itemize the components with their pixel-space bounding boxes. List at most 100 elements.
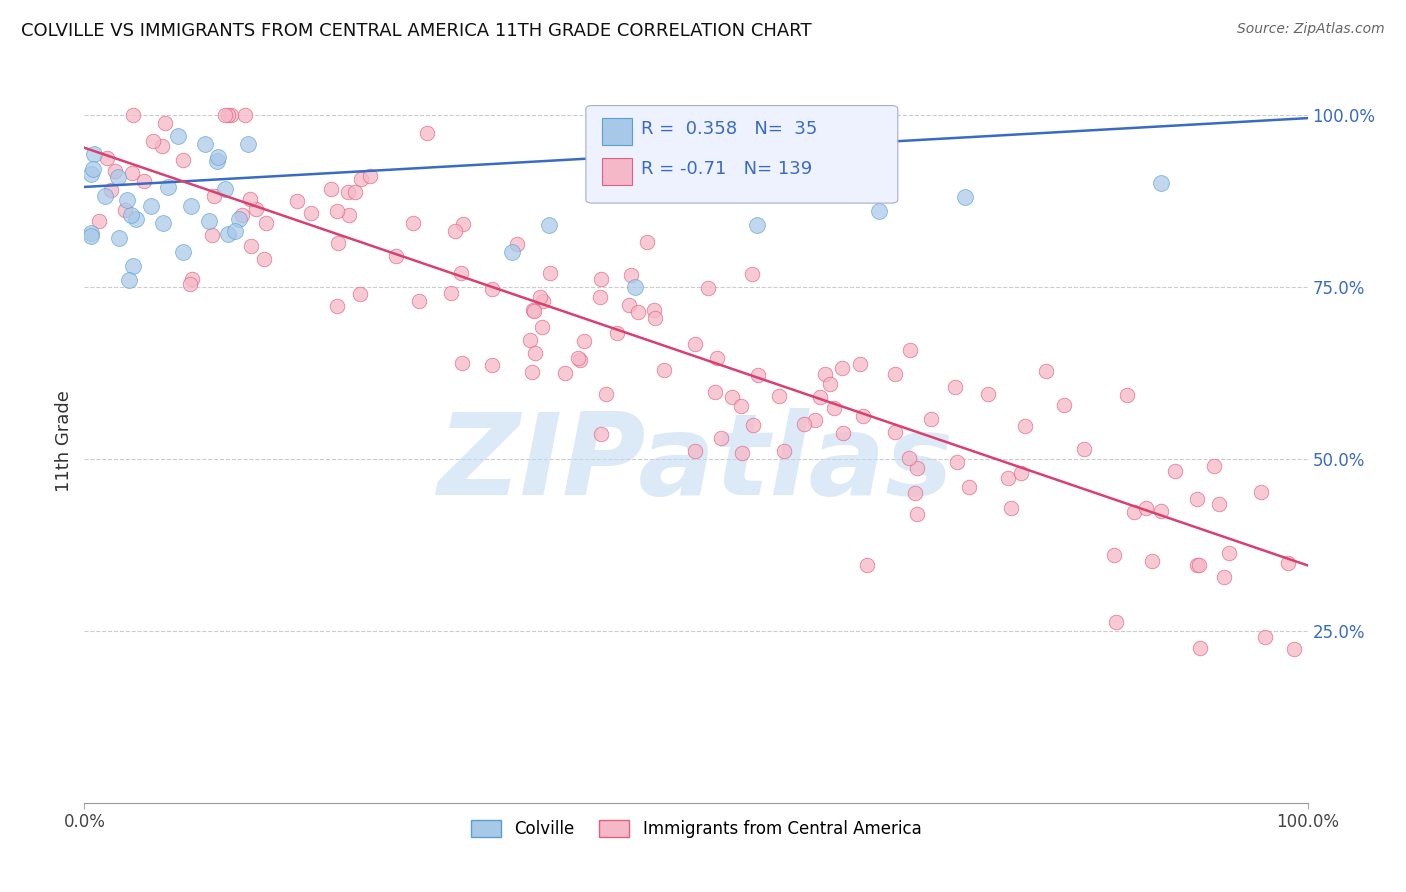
Point [1150,503,1173,517]
Point [1254,630,1277,644]
Point [115,193,138,207]
Point [591,272,613,286]
Point [350,172,373,186]
Point [538,266,561,280]
Point [481,358,503,372]
Point [643,303,665,318]
Point [254,216,277,230]
Point [172,153,194,167]
Point [747,368,769,382]
Point [506,237,529,252]
Point [224,224,246,238]
Point [818,376,841,391]
Point [207,153,229,168]
Point [385,249,408,263]
Point [685,337,707,351]
Point [1053,398,1076,412]
Point [793,417,815,431]
Point [1204,458,1226,473]
Point [1140,553,1163,567]
Point [217,108,239,122]
Point [832,426,855,441]
Point [768,389,790,403]
Point [122,108,145,122]
Point [523,303,546,318]
Y-axis label: 11th Grade: 11th Grade [55,391,73,492]
Point [194,136,217,151]
Point [869,204,891,219]
Point [803,413,825,427]
Point [359,169,381,183]
Point [523,345,546,359]
Point [529,290,551,304]
Point [898,451,921,466]
Point [450,356,472,370]
Point [644,310,666,325]
Point [905,461,928,475]
Point [198,214,221,228]
Point [883,367,905,381]
Point [142,134,165,148]
Point [554,366,576,380]
Point [977,387,1000,401]
Point [125,211,148,226]
Point [103,164,125,178]
Point [1135,501,1157,516]
Point [402,216,425,230]
Point [957,480,980,494]
Point [87,214,110,228]
FancyBboxPatch shape [602,158,633,185]
Point [747,218,769,232]
Point [337,208,360,222]
Point [595,387,617,401]
Point [139,199,162,213]
Point [1185,558,1208,573]
Point [730,399,752,413]
Point [299,205,322,219]
Point [696,281,718,295]
Point [945,380,967,394]
Point [831,360,853,375]
Point [408,293,430,308]
FancyBboxPatch shape [586,105,898,203]
Point [617,298,640,312]
Point [683,443,706,458]
Point [1185,492,1208,507]
Point [1000,501,1022,516]
Point [236,136,259,151]
Point [1282,641,1305,656]
Point [905,507,928,521]
Point [202,189,225,203]
Point [606,326,628,340]
Point [231,208,253,222]
Point [1189,640,1212,655]
Point [337,185,360,199]
Point [94,189,117,203]
Point [325,299,347,313]
Point [96,151,118,165]
Point [773,443,796,458]
Text: R =  0.358   N=  35: R = 0.358 N= 35 [641,120,817,138]
Point [100,183,122,197]
Point [179,277,201,291]
Point [1116,388,1139,402]
Point [240,239,263,253]
Point [214,108,236,122]
Point [245,202,267,216]
Point [219,108,242,122]
Point [808,390,831,404]
Point [1164,464,1187,478]
Point [238,192,260,206]
Point [502,245,524,260]
Point [214,181,236,195]
Point [166,128,188,143]
Point [228,211,250,226]
Point [343,185,366,199]
Point [530,319,553,334]
Text: Source: ZipAtlas.com: Source: ZipAtlas.com [1237,22,1385,37]
Point [852,409,875,423]
Point [706,351,728,366]
Point [1150,177,1173,191]
Point [118,273,141,287]
Point [567,351,589,366]
